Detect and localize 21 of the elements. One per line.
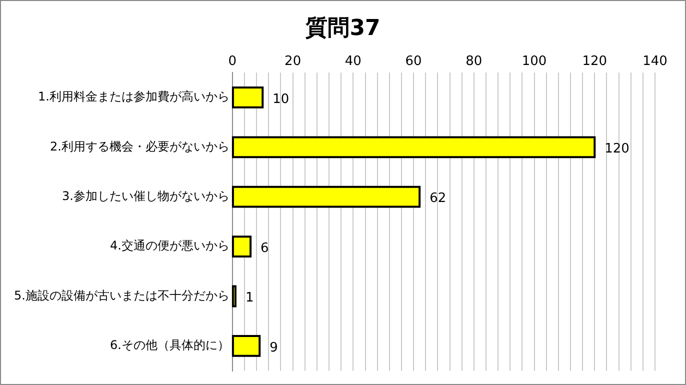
x-tick-label: 0 bbox=[228, 54, 237, 70]
data-label: 1 bbox=[245, 290, 254, 306]
x-tick-label: 100 bbox=[522, 54, 547, 70]
data-label: 9 bbox=[270, 340, 278, 356]
x-tick-label: 40 bbox=[344, 54, 362, 70]
x-tick-label: 140 bbox=[642, 54, 668, 70]
y-tick-label: 2.利用する機会・必要がないから bbox=[50, 139, 230, 154]
y-tick-label: 6.その他（具体的に） bbox=[110, 338, 230, 352]
x-tick-label: 80 bbox=[466, 54, 482, 70]
y-tick-label: 3.参加したい催し物がないから bbox=[62, 188, 230, 203]
data-label: 62 bbox=[430, 191, 446, 206]
x-tick-label: 60 bbox=[405, 54, 422, 70]
x-tick-label: 120 bbox=[582, 54, 608, 70]
chart-title: 質問37 bbox=[304, 15, 382, 43]
data-label: 120 bbox=[604, 142, 630, 157]
data-label: 6 bbox=[260, 240, 269, 256]
y-tick-label: 4.交通の便が悪いから bbox=[110, 238, 230, 253]
y-tick-label: 5.施設の設備が古いまたは不十分だから bbox=[14, 288, 230, 302]
y-tick-label: 1.利用料金または参加費が高いから bbox=[38, 90, 230, 104]
data-label: 10 bbox=[272, 92, 290, 107]
x-tick-label: 20 bbox=[284, 54, 302, 70]
